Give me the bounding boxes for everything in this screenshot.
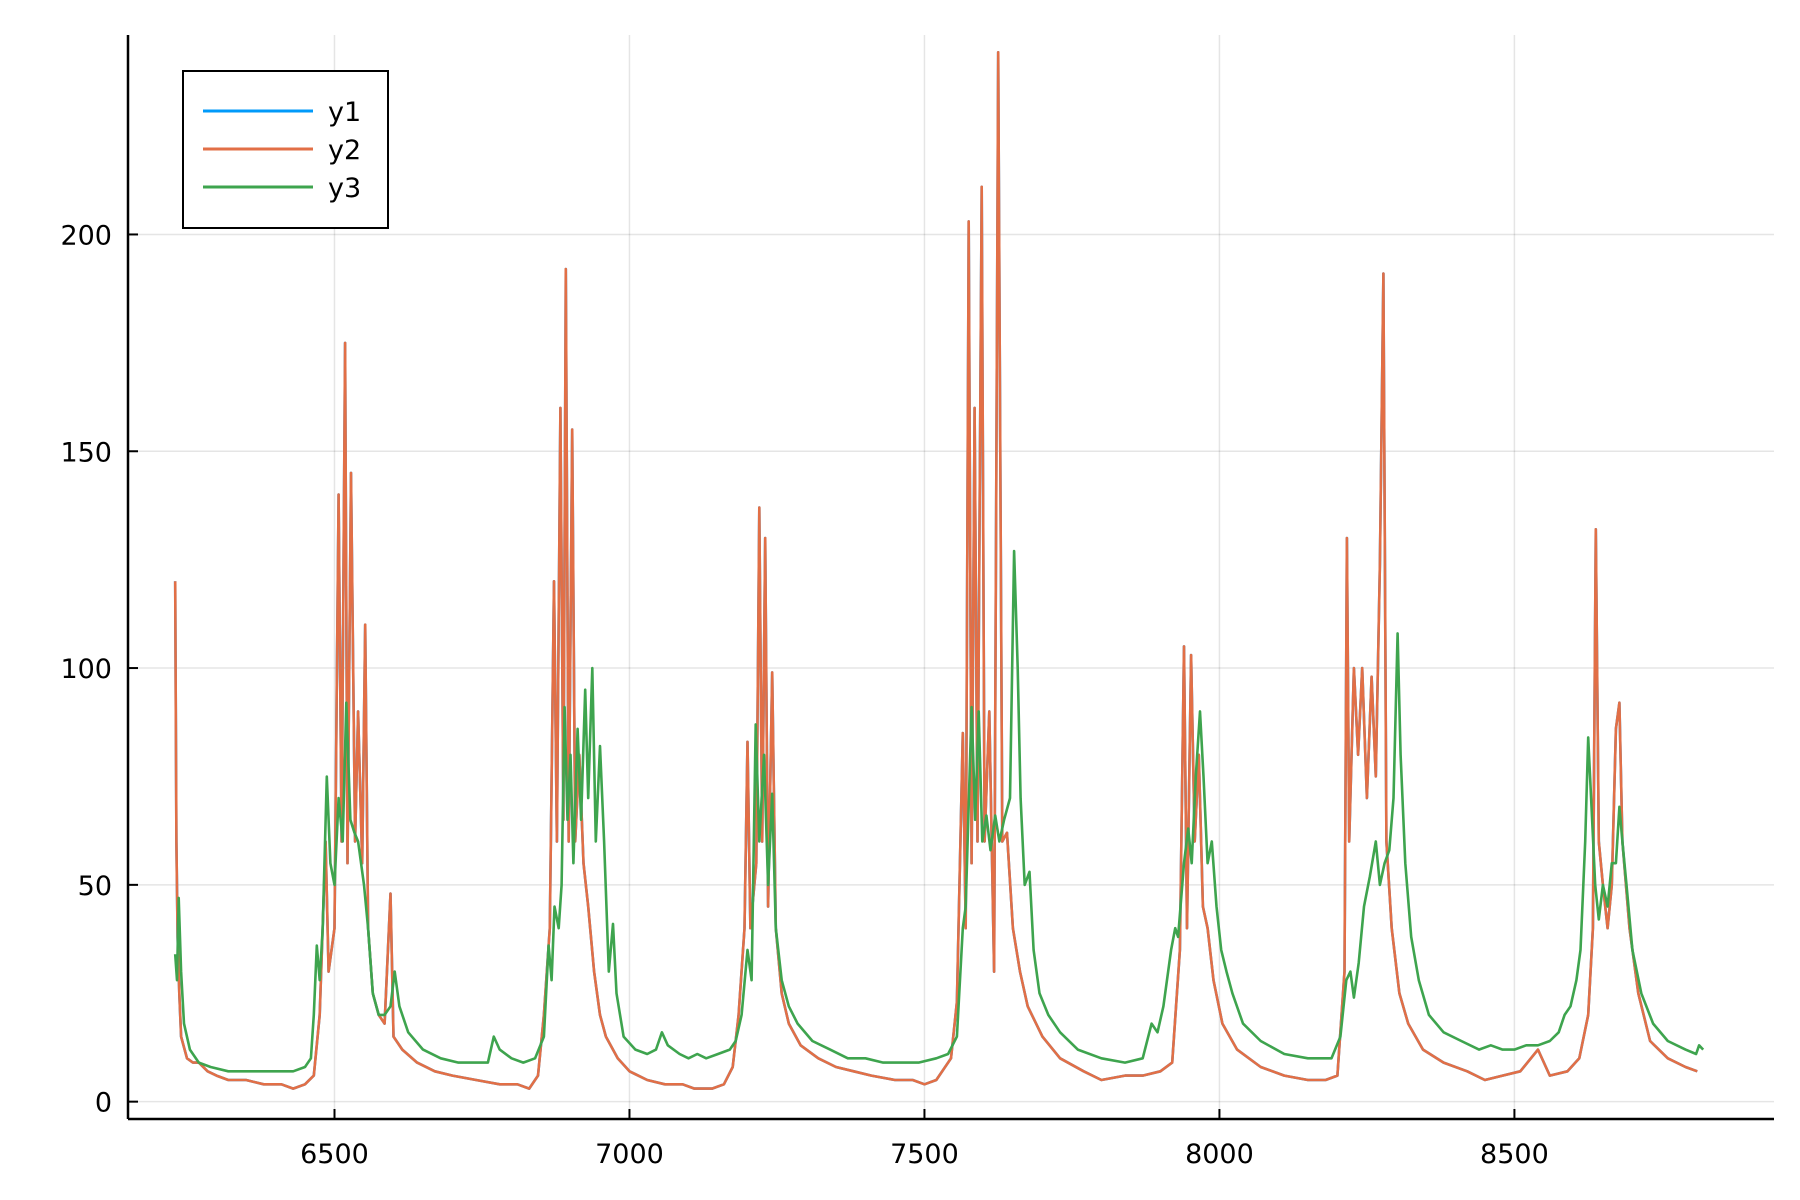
y-tick-label: 50 [78,871,112,902]
x-tick-label: 8500 [1480,1139,1549,1170]
y-tick-label: 0 [95,1088,112,1119]
legend-label-y3: y3 [328,173,361,204]
x-tick-label: 6500 [300,1139,369,1170]
series-line-y3 [173,549,1705,1073]
x-tick-label: 8000 [1185,1139,1254,1170]
legend-label-y2: y2 [328,135,361,166]
y-tick-label: 100 [60,654,112,685]
legend-label-y1: y1 [328,97,361,128]
series-line-y2 [173,51,1698,1090]
ticks: 6500 7000 7500 8000 8500 0 50 100 150 200 [60,220,1548,1170]
x-tick-label: 7500 [890,1139,959,1170]
legend: y1 y2 y3 [182,70,389,229]
y-tick-label: 200 [60,220,112,251]
axes [126,35,1774,1121]
grid [128,35,1774,1119]
x-tick-label: 7000 [595,1139,664,1170]
y-tick-label: 150 [60,437,112,468]
series-lines [173,51,1705,1090]
